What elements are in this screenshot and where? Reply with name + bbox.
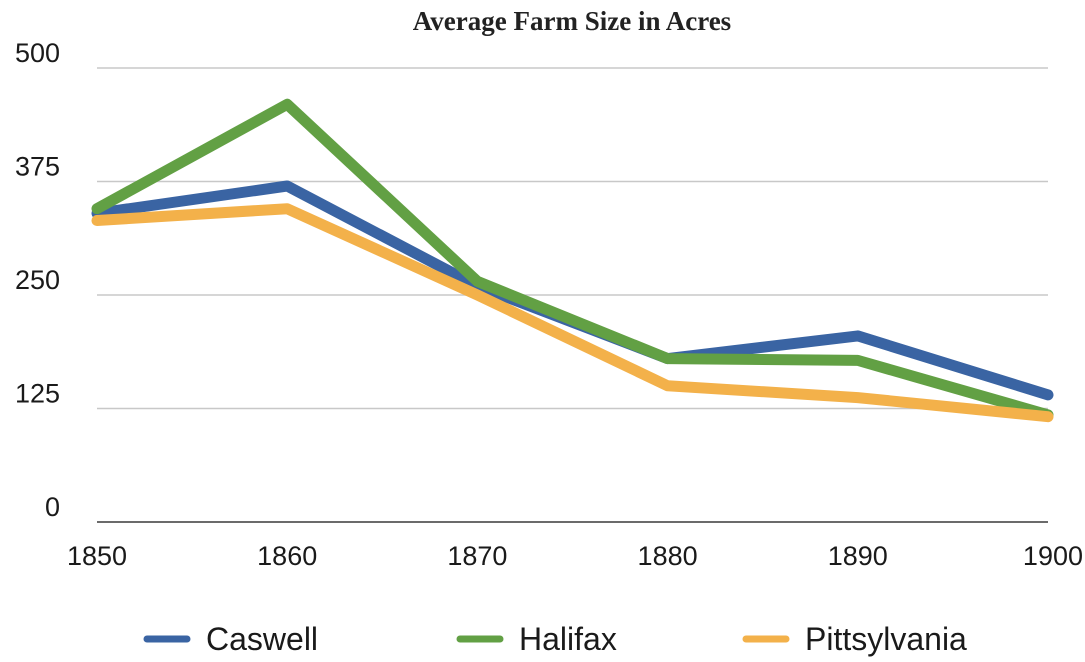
y-tick-label: 250 xyxy=(15,265,60,295)
series-line-pittsylvania xyxy=(91,203,1054,423)
series-line-halifax xyxy=(91,98,1054,421)
x-axis-tick-labels: 1850 1860 1870 1880 1890 1900 xyxy=(67,541,1083,571)
y-tick-label: 375 xyxy=(15,152,60,182)
x-tick-label: 1850 xyxy=(67,541,127,571)
y-tick-label: 125 xyxy=(15,379,60,409)
gridlines xyxy=(97,67,1048,523)
x-tick-label: 1890 xyxy=(828,541,888,571)
x-tick-label: 1870 xyxy=(447,541,507,571)
y-axis-tick-labels: 0 125 250 375 500 xyxy=(15,38,60,522)
legend-label-pittsylvania: Pittsylvania xyxy=(805,621,967,657)
x-tick-label: 1860 xyxy=(257,541,317,571)
legend: Caswell Halifax Pittsylvania xyxy=(143,621,967,657)
series-lines xyxy=(91,98,1054,423)
chart-title: Average Farm Size in Acres xyxy=(413,6,731,36)
series-line-caswell xyxy=(91,180,1054,401)
legend-label-halifax: Halifax xyxy=(519,621,617,657)
legend-label-caswell: Caswell xyxy=(206,621,318,657)
y-tick-label: 500 xyxy=(15,38,60,68)
x-tick-label: 1900 xyxy=(1023,541,1083,571)
x-tick-label: 1880 xyxy=(638,541,698,571)
y-tick-label: 0 xyxy=(45,492,60,522)
